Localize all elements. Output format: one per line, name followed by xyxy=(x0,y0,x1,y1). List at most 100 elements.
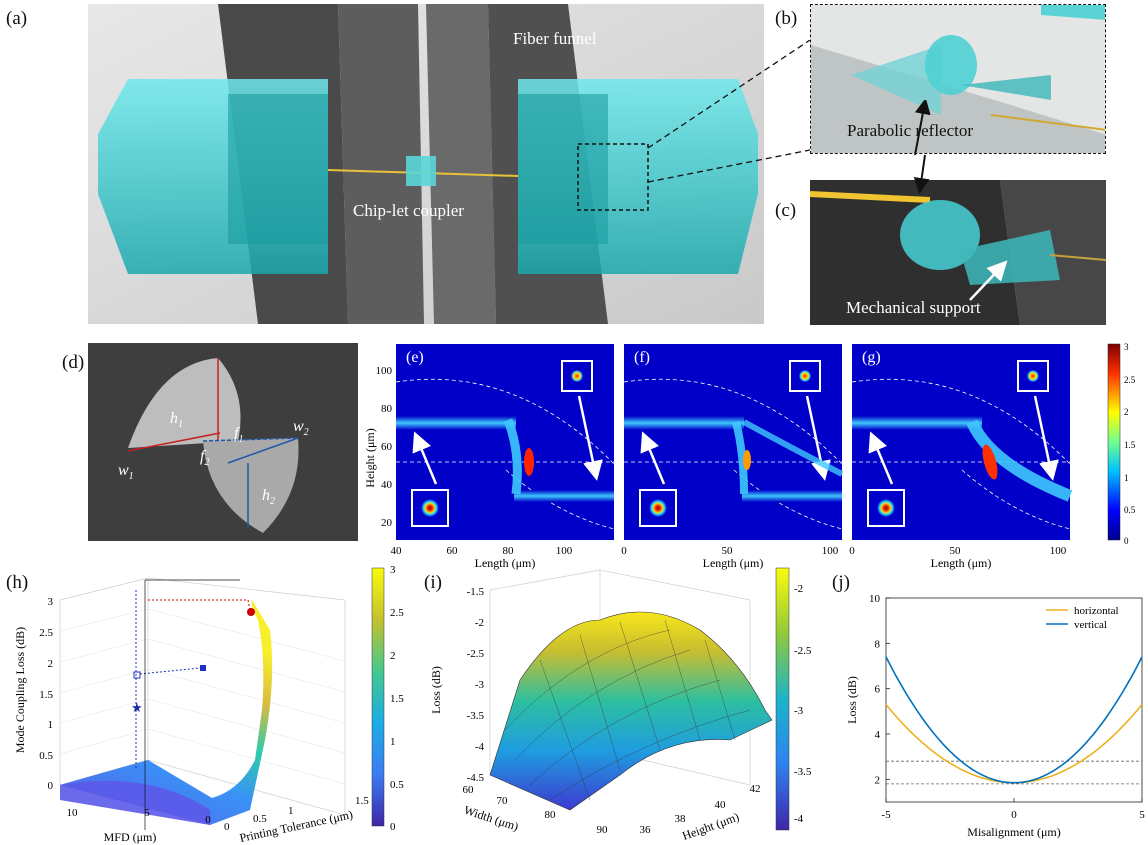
f2-subscript: 2 xyxy=(204,457,209,468)
h2-symbol: h xyxy=(262,487,270,504)
plot-h: ★ 3 2.5 2 1.5 1 0.5 0 Mode Coupling Loss… xyxy=(13,564,404,845)
series-line-horizontal xyxy=(885,703,1143,784)
y-tick-label: 2 xyxy=(875,774,881,786)
parabolic-reflector-label: Parabolic reflector xyxy=(847,121,973,140)
e-x-tick-100: 100 xyxy=(556,545,573,557)
svg-text:2: 2 xyxy=(48,658,54,670)
panel-d-letter: (d) xyxy=(62,352,85,373)
svg-text:0: 0 xyxy=(48,780,54,792)
svg-text:3: 3 xyxy=(1124,342,1129,352)
w2-symbol: w xyxy=(293,418,304,435)
svg-text:38: 38 xyxy=(675,813,687,825)
panel-e-letter: (e) xyxy=(406,349,424,366)
f1-subscript: 1 xyxy=(238,434,243,445)
svg-text:1.5: 1.5 xyxy=(1124,440,1136,450)
y-tick-label: 8 xyxy=(875,638,881,650)
series-line-vertical xyxy=(885,656,1143,784)
plot-h-zlabel: Mode Coupling Loss (dB) xyxy=(13,627,27,753)
svg-text:90: 90 xyxy=(597,824,609,836)
panel-a-render: Fiber funnel Chip-let coupler xyxy=(88,4,764,324)
panel-j-letter: (j) xyxy=(832,572,850,593)
panel-b-letter: (b) xyxy=(775,8,798,29)
panel-g-letter: (g) xyxy=(862,349,881,366)
fiber-funnel-label: Fiber funnel xyxy=(513,29,597,48)
svg-text:-3.5: -3.5 xyxy=(467,710,485,722)
field-maps: Height (μm) (e) 100 80 60 40 20 40 60 80… xyxy=(363,342,1136,570)
f-x-tick-0: 0 xyxy=(621,545,627,557)
svg-text:2.5: 2.5 xyxy=(39,627,53,639)
y-tick-80: 80 xyxy=(381,403,393,415)
plot-j-xlabel: Misalignment (μm) xyxy=(967,825,1060,839)
plot-j-ylabel: Loss (dB) xyxy=(845,676,859,724)
svg-text:-4: -4 xyxy=(794,813,804,825)
y-tick-100: 100 xyxy=(376,365,393,377)
e-x-tick-80: 80 xyxy=(503,545,515,557)
field-colorbar: 3 2.5 2 1.5 1 0.5 0 xyxy=(1107,342,1136,546)
y-tick-60: 60 xyxy=(381,441,393,453)
panel-e-xlabel: Length (μm) xyxy=(475,556,536,570)
panel-i-letter: (i) xyxy=(424,572,442,593)
svg-text:2.5: 2.5 xyxy=(390,607,404,619)
svg-text:80: 80 xyxy=(545,809,557,821)
svg-text:40: 40 xyxy=(715,799,727,811)
svg-text:70: 70 xyxy=(497,795,509,807)
x-tick-label: 0 xyxy=(1011,809,1017,821)
field-ylabel: Height (μm) xyxy=(363,428,377,487)
svg-text:-3: -3 xyxy=(475,679,485,691)
svg-text:★: ★ xyxy=(131,700,143,715)
panel-d-render: h1 w1 f2 f1 w2 h2 xyxy=(88,343,358,541)
y-tick-40: 40 xyxy=(381,479,393,491)
svg-text:h2: h2 xyxy=(262,487,275,507)
svg-text:1: 1 xyxy=(48,719,54,731)
svg-text:42: 42 xyxy=(750,783,761,795)
svg-text:0.5: 0.5 xyxy=(39,750,53,762)
svg-text:0: 0 xyxy=(205,814,211,826)
w1-subscript: 1 xyxy=(129,471,134,482)
svg-text:1: 1 xyxy=(390,736,396,748)
plot-j: -5 0 5 10 8 6 4 2 horizontal vertical Misalignm… xyxy=(845,593,1145,839)
h2-subscript: 2 xyxy=(270,496,275,507)
svg-text:3: 3 xyxy=(48,596,54,608)
x-tick-label: -5 xyxy=(881,809,891,821)
svg-text:-4.5: -4.5 xyxy=(467,772,485,784)
panel-c-render: Mechanical support xyxy=(810,180,1106,325)
plot-i: -1.5 -2 -2.5 -3 -3.5 -4 -4.5 Loss (dB) 6… xyxy=(429,567,812,843)
e-x-tick-40: 40 xyxy=(391,545,403,557)
svg-text:1.5: 1.5 xyxy=(355,795,369,807)
panel-f-xlabel: Length (μm) xyxy=(703,556,764,570)
panel-c-letter: (c) xyxy=(775,200,797,221)
chiplet-coupler-label: Chip-let coupler xyxy=(353,201,464,220)
svg-text:1: 1 xyxy=(288,805,294,817)
svg-text:5: 5 xyxy=(144,807,150,819)
svg-text:-3.5: -3.5 xyxy=(794,766,812,778)
legend-label-horizontal: horizontal xyxy=(1074,605,1119,617)
y-tick-label: 10 xyxy=(869,593,881,605)
svg-text:f1: f1 xyxy=(234,425,243,445)
x-tick-label: 5 xyxy=(1139,809,1145,821)
panel-f-letter: (f) xyxy=(634,349,650,366)
zoom-dashed-lines xyxy=(648,40,811,183)
svg-text:60: 60 xyxy=(463,784,475,796)
svg-text:h1: h1 xyxy=(170,410,183,430)
plot-h-xlabel: MFD (μm) xyxy=(104,830,157,844)
e-x-tick-60: 60 xyxy=(447,545,459,557)
svg-text:10: 10 xyxy=(67,807,79,819)
w2-subscript: 2 xyxy=(304,427,309,438)
svg-text:-2: -2 xyxy=(794,583,803,595)
panel-bc-arrows xyxy=(913,100,1008,301)
panel-h-letter: (h) xyxy=(6,572,29,593)
plot-i-ylabel: Height (μm) xyxy=(680,810,741,843)
g-x-tick-100: 100 xyxy=(1050,545,1067,557)
f-x-tick-50: 50 xyxy=(722,545,734,557)
legend-label-vertical: vertical xyxy=(1074,619,1107,631)
svg-text:-4: -4 xyxy=(475,741,485,753)
svg-text:-2.5: -2.5 xyxy=(467,648,485,660)
y-tick-label: 6 xyxy=(875,684,881,696)
plot-i-xlabel: Width (μm) xyxy=(462,803,520,834)
svg-text:2: 2 xyxy=(390,650,396,662)
svg-text:1.5: 1.5 xyxy=(39,689,53,701)
svg-text:0: 0 xyxy=(1124,536,1129,546)
panel-b-render: Parabolic reflector xyxy=(810,4,1106,154)
svg-text:2: 2 xyxy=(1124,407,1129,417)
f-x-tick-100: 100 xyxy=(822,545,839,557)
